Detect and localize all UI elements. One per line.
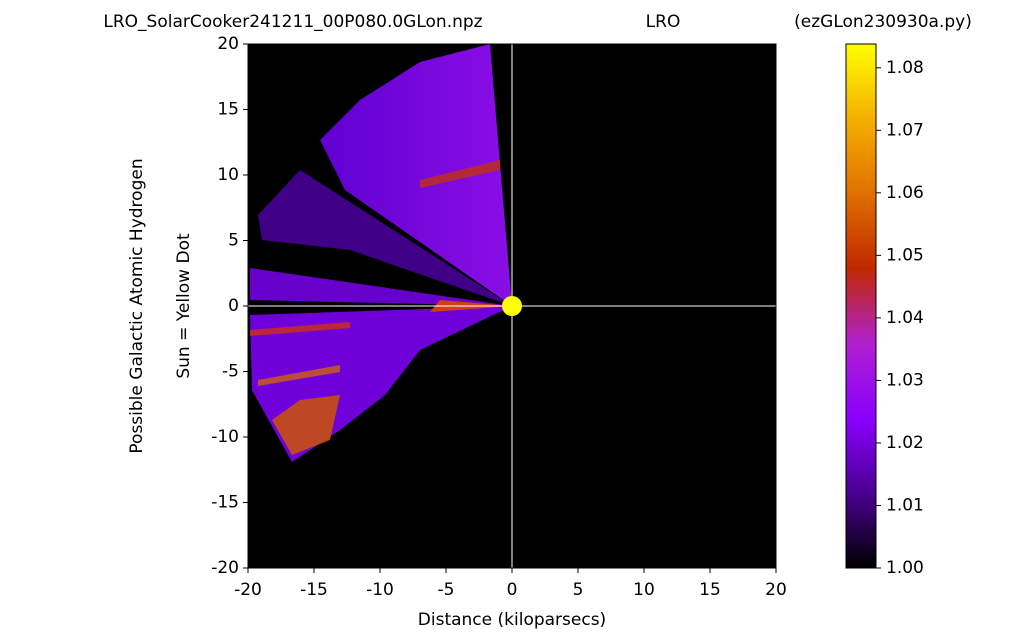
colorbar-tick-label: 1.03	[886, 370, 924, 390]
colorbar-tick-label: 1.06	[886, 183, 924, 203]
x-tick-label: 20	[765, 580, 787, 600]
x-tick-label: -20	[234, 580, 262, 600]
x-tick-label: 5	[573, 580, 584, 600]
title-right: (ezGLon230930a.py)	[794, 12, 972, 32]
colorbar-tick-label: 1.07	[886, 120, 924, 140]
title-left: LRO_SolarCooker241211_00P080.0GLon.npz	[103, 12, 482, 32]
colorbar-tick-label: 1.04	[886, 308, 924, 328]
colorbar-tick-label: 1.01	[886, 495, 924, 515]
y-tick-label: 5	[228, 231, 239, 251]
colorbar-tick-label: 1.08	[886, 58, 924, 78]
hydrogen-map	[250, 44, 512, 462]
y-tick-label: -5	[222, 362, 239, 382]
x-tick-label: -5	[438, 580, 455, 600]
colorbar-tick-label: 1.05	[886, 245, 924, 265]
y-axis-label: Sun = Yellow Dot	[174, 233, 194, 379]
y-tick-label: -15	[211, 493, 239, 513]
colorbar-tick-label: 1.00	[886, 558, 924, 578]
x-tick-label: 0	[507, 580, 518, 600]
sun-dot	[502, 296, 522, 316]
y-tick-label: 15	[217, 100, 239, 120]
x-tick-label: 15	[699, 580, 721, 600]
colorbar-tick-label: 1.02	[886, 433, 924, 453]
x-axis-label: Distance (kiloparsecs)	[418, 610, 606, 630]
x-tick-label: -15	[300, 580, 328, 600]
x-tick-label: 10	[633, 580, 655, 600]
y-tick-label: -10	[211, 427, 239, 447]
y-axis-label: Possible Galactic Atomic Hydrogen	[127, 158, 147, 453]
x-tick-label: -10	[366, 580, 394, 600]
y-tick-label: 0	[228, 296, 239, 316]
title-center: LRO	[646, 12, 681, 32]
y-tick-label: 10	[217, 165, 239, 185]
colorbar	[845, 43, 877, 569]
y-tick-label: -20	[211, 558, 239, 578]
y-tick-label: 20	[217, 34, 239, 54]
